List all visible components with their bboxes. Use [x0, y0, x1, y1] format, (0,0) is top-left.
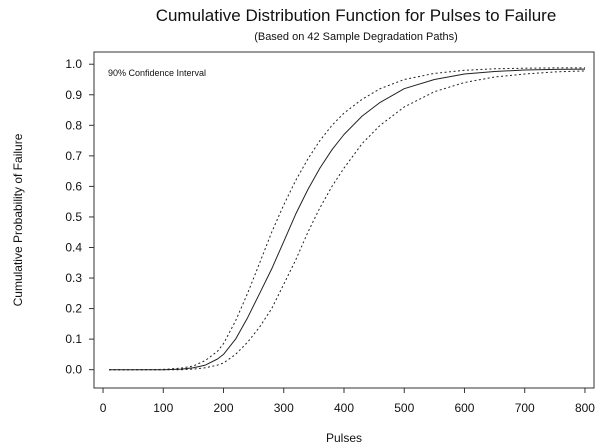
y-tick-label: 0.1: [65, 332, 82, 346]
y-tick-label: 0.2: [65, 302, 82, 316]
x-tick-label: 500: [394, 401, 414, 415]
y-tick-label: 0.5: [65, 210, 82, 224]
series-layer: [109, 67, 586, 371]
chart-subtitle: (Based on 42 Sample Degradation Paths): [254, 31, 458, 43]
upper-confidence-line: [109, 67, 585, 371]
y-tick-label: 0.9: [65, 88, 82, 102]
y-tick-label: 1.0: [65, 57, 82, 71]
y-axis: 0.0 0.1 0.2 0.3 0.4 0.5 0.6 0.7 0.8 0.9 1.0: [65, 57, 94, 377]
x-tick-label: 300: [274, 401, 294, 415]
y-tick-label: 0.0: [65, 363, 82, 377]
confidence-annotation: 90% Confidence Interval: [108, 68, 206, 78]
y-tick-label: 0.8: [65, 118, 82, 132]
x-tick-label: 0: [100, 401, 107, 415]
x-tick-label: 200: [214, 401, 234, 415]
x-tick-label: 700: [515, 401, 535, 415]
x-tick-label: 400: [334, 401, 354, 415]
lower-confidence-line: [109, 70, 586, 371]
y-tick-label: 0.3: [65, 271, 82, 285]
x-tick-label: 600: [454, 401, 474, 415]
x-tick-label: 800: [575, 401, 595, 415]
y-axis-label: Cumulative Probability of Failure: [11, 133, 25, 306]
plot-frame: [93, 51, 595, 389]
chart-title: Cumulative Distribution Function for Pul…: [156, 6, 557, 25]
cdf-estimate-line: [109, 68, 586, 371]
x-tick-label: 100: [153, 401, 173, 415]
x-axis: 0 100 200 300 400 500 600 700 800: [100, 388, 595, 415]
x-axis-label: Pulses: [326, 431, 362, 445]
y-tick-label: 0.4: [65, 240, 82, 254]
y-tick-label: 0.7: [65, 149, 82, 163]
y-tick-label: 0.6: [65, 179, 82, 193]
